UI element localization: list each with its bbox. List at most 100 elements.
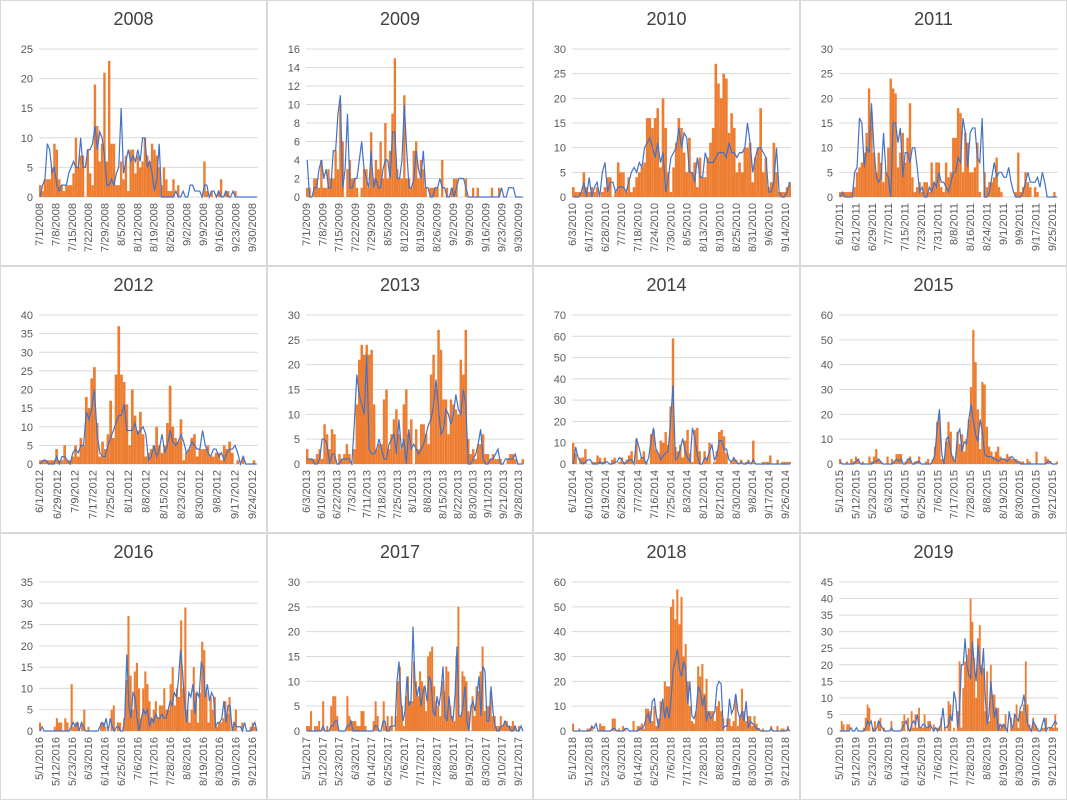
- series-line: [306, 95, 523, 198]
- bar: [848, 192, 852, 197]
- bar: [333, 434, 336, 464]
- y-tick-label: 20: [554, 676, 566, 688]
- bar: [1003, 459, 1007, 464]
- bar: [227, 191, 230, 197]
- bar: [206, 445, 210, 465]
- bar: [703, 177, 707, 197]
- x-tick-label: 7/15/2008: [67, 203, 79, 252]
- bar: [148, 161, 151, 197]
- bar: [108, 60, 111, 198]
- bar: [98, 456, 102, 464]
- x-tick-label: 9/17/2014: [764, 470, 776, 519]
- x-tick-label: 7/25/2013: [392, 470, 404, 519]
- bar: [91, 185, 94, 197]
- bar: [684, 644, 687, 731]
- bar: [193, 434, 196, 464]
- x-tick-label: 9/2/2008: [182, 203, 194, 246]
- y-tick-label: 25: [821, 69, 833, 81]
- bar: [400, 706, 403, 731]
- bar: [730, 113, 733, 197]
- bar: [744, 461, 748, 464]
- bar: [64, 718, 67, 731]
- bar: [49, 460, 53, 464]
- bar: [906, 459, 909, 464]
- bar: [919, 727, 922, 731]
- bar: [672, 167, 675, 197]
- bar: [353, 449, 356, 464]
- bar: [131, 149, 135, 197]
- bar: [728, 718, 731, 731]
- x-tick-label: 8/3/2014: [682, 470, 694, 513]
- bar: [355, 187, 359, 197]
- bar: [396, 169, 399, 197]
- bar: [93, 84, 97, 197]
- bar: [461, 671, 464, 731]
- series-line: [39, 650, 258, 733]
- y-tick-label: 50: [821, 335, 833, 347]
- bar: [195, 456, 199, 464]
- bar: [692, 723, 696, 731]
- bar: [67, 185, 70, 197]
- bar: [427, 444, 430, 464]
- y-tick-label: 30: [821, 44, 833, 56]
- x-tick-label: 7/6/2018: [665, 737, 677, 780]
- chart-panel-2019: 0 5 10 15 20 25 30 35 40 45 5/1/2019 5/12/2019 5/23/…: [800, 533, 1067, 800]
- x-tick-label: 9/21/2019: [1047, 737, 1059, 786]
- y-tick-label: 30: [554, 395, 566, 407]
- x-tick-label: 8/19/2016: [198, 737, 210, 786]
- chart-svg: 0 10 20 30 40 50 60 5/1/2018 5/12/2018 5/23/2018 6…: [554, 577, 792, 786]
- bar: [983, 384, 986, 464]
- bar: [1017, 461, 1020, 464]
- x-tick-label: 8/19/2008: [149, 203, 161, 252]
- bar: [184, 607, 187, 731]
- bar: [408, 701, 411, 731]
- bar: [451, 716, 454, 731]
- bar: [713, 721, 716, 731]
- bar: [445, 666, 448, 731]
- bar: [48, 179, 51, 197]
- x-tick-label: 9/21/2013: [498, 470, 510, 519]
- x-tick-label: 5/1/2016: [34, 737, 46, 780]
- bar: [1010, 459, 1013, 464]
- x-tick-label: 9/9/2008: [198, 203, 210, 246]
- bar: [365, 344, 368, 464]
- bar: [657, 453, 660, 464]
- bar: [972, 329, 975, 464]
- bar: [158, 167, 161, 197]
- bar: [110, 709, 113, 731]
- bar: [379, 141, 382, 197]
- series-line: [39, 108, 257, 200]
- bar: [894, 93, 897, 197]
- chart-svg: 0 2 4 6 8 10 12 14 16 7/1/2009 7/8/2009 7/15/2009 7/…: [288, 44, 525, 252]
- bar: [165, 709, 168, 731]
- bar: [234, 191, 237, 197]
- x-tick-label: 9/2/2009: [448, 203, 460, 246]
- bar: [71, 456, 75, 464]
- bar: [857, 459, 860, 464]
- bar: [990, 451, 993, 464]
- bar: [471, 449, 475, 464]
- bar: [916, 187, 919, 197]
- bar: [584, 449, 587, 464]
- bar: [1054, 714, 1057, 731]
- bar: [449, 399, 453, 464]
- x-tick-label: 8/22/2013: [452, 470, 464, 519]
- y-tick-label: 15: [821, 676, 833, 688]
- bar: [783, 192, 786, 197]
- bar: [681, 457, 684, 464]
- bar: [978, 449, 982, 464]
- bar: [696, 187, 699, 197]
- bar: [1008, 456, 1011, 464]
- y-tick-label: 20: [821, 660, 833, 672]
- bar: [738, 162, 741, 197]
- x-tick-label: 8/16/2011: [965, 203, 977, 251]
- bar: [306, 187, 309, 197]
- bar: [1050, 727, 1053, 731]
- bar: [653, 706, 656, 731]
- x-tick-label: 5/12/2016: [50, 737, 62, 786]
- x-tick-label: 9/9/2009: [464, 203, 476, 246]
- bar: [422, 169, 425, 197]
- chart-title: 2008: [113, 9, 154, 29]
- y-tick-label: 50: [554, 353, 566, 365]
- bar: [355, 404, 359, 464]
